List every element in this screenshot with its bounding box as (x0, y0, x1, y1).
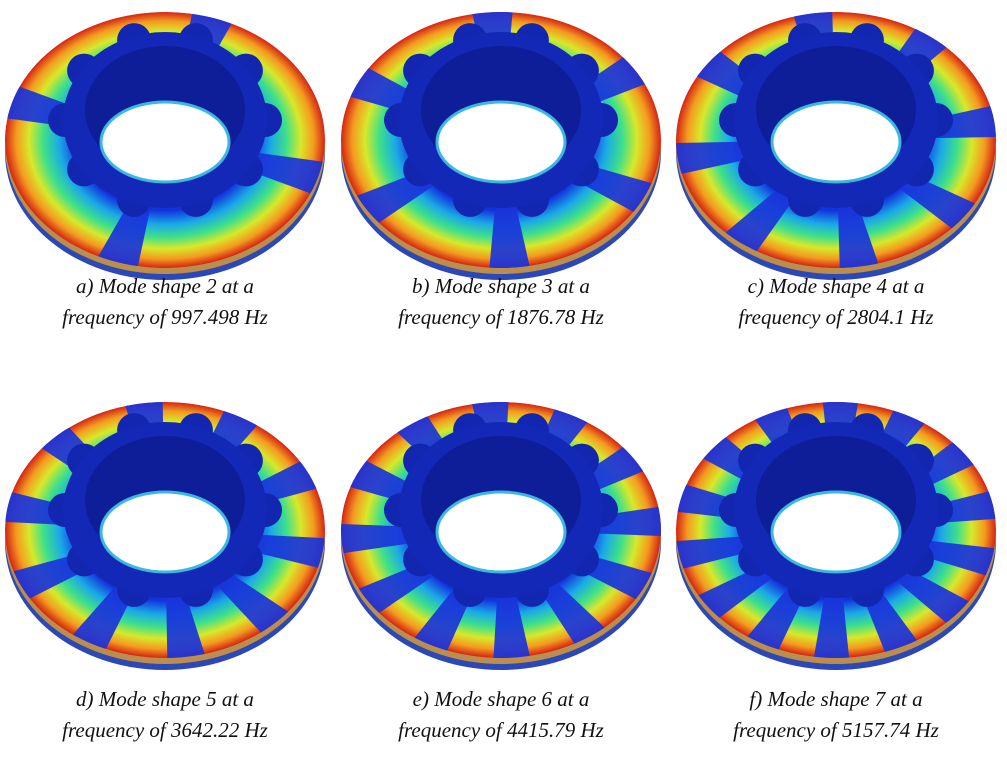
caption: e) Mode shape 6 at a (413, 687, 590, 711)
mode-shape-image (617, 355, 1007, 706)
caption: b) Mode shape 3 at a (412, 274, 590, 298)
caption: frequency of 2804.1 Hz (738, 305, 933, 329)
mode-shape-image (0, 0, 382, 313)
caption: f) Mode shape 7 at a (749, 687, 922, 711)
mode-shape-image (616, 0, 1007, 316)
mode-shape-image (294, 0, 708, 316)
caption: frequency of 3642.22 Hz (62, 718, 268, 742)
caption: frequency of 997.498 Hz (62, 305, 268, 329)
figure: a) Mode shape 2 at a frequency of 997.498… (0, 0, 1007, 761)
caption: frequency of 1876.78 Hz (398, 305, 604, 329)
caption: frequency of 4415.79 Hz (398, 718, 604, 742)
mode-shape-image (0, 354, 385, 706)
caption: frequency of 5157.74 Hz (733, 718, 939, 742)
caption: c) Mode shape 4 at a (748, 274, 925, 298)
caption: d) Mode shape 5 at a (76, 687, 254, 711)
caption: a) Mode shape 2 at a (76, 274, 254, 298)
mode-shape-image (281, 354, 721, 706)
